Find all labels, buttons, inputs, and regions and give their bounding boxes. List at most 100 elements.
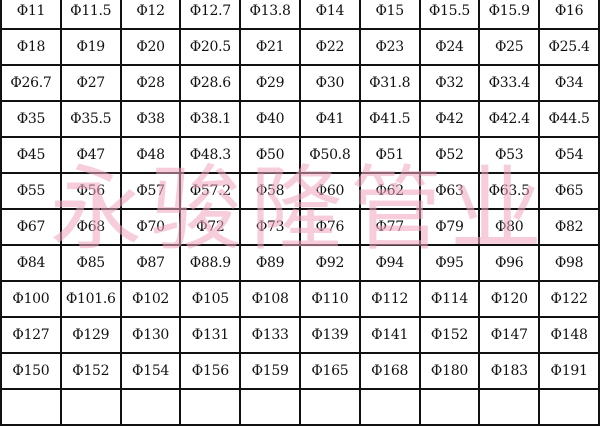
table-cell <box>59 388 122 426</box>
table-row: Φ127 Φ129 Φ130 Φ131 Φ133 Φ139 Φ141 Φ152 Φ147 Φ148 <box>0 316 600 354</box>
table-cell: Φ141 <box>358 316 421 354</box>
table-cell: Φ150 <box>0 352 62 390</box>
table-cell: Φ98 <box>538 244 600 282</box>
table-cell: Φ54 <box>538 136 600 174</box>
table-row: Φ11 Φ11.5 Φ12 Φ12.7 Φ13.8 Φ14 Φ15 Φ15.5 Φ15.9 Φ16 <box>0 0 600 30</box>
table-cell: Φ82 <box>538 208 600 246</box>
table-cell <box>538 388 600 426</box>
table-cell: Φ34 <box>538 64 600 102</box>
table-cell: Φ76 <box>298 208 361 246</box>
table-cell: Φ156 <box>179 352 242 390</box>
table-row-partial <box>0 388 600 426</box>
table-cell: Φ92 <box>298 244 361 282</box>
table-cell: Φ87 <box>119 244 182 282</box>
table-cell: Φ105 <box>179 280 242 318</box>
table-cell: Φ114 <box>418 280 481 318</box>
table-cell: Φ38.1 <box>179 100 242 138</box>
table-row: Φ35 Φ35.5 Φ38 Φ38.1 Φ40 Φ41 Φ41.5 Φ42 Φ42.4 Φ44.5 <box>0 100 600 138</box>
table-cell: Φ15.5 <box>418 0 481 30</box>
table-cell: Φ88.9 <box>179 244 242 282</box>
table-cell: Φ191 <box>538 352 600 390</box>
table-cell: Φ53 <box>478 136 541 174</box>
table-cell: Φ50.8 <box>298 136 361 174</box>
table-cell: Φ15.9 <box>478 0 541 30</box>
table-row: Φ67 Φ68 Φ70 Φ72 Φ73 Φ76 Φ77 Φ79 Φ80 Φ82 <box>0 208 600 246</box>
table-row: Φ26.7 Φ27 Φ28 Φ28.6 Φ29 Φ30 Φ31.8 Φ32 Φ33.4 Φ34 <box>0 64 600 102</box>
table-cell: Φ129 <box>59 316 122 354</box>
table-cell <box>239 388 301 426</box>
table-cell: Φ44.5 <box>538 100 600 138</box>
table-cell: Φ63.5 <box>478 172 541 210</box>
table-cell: Φ57.2 <box>179 172 242 210</box>
table-cell: Φ110 <box>298 280 361 318</box>
table-cell: Φ30 <box>298 64 361 102</box>
table-cell: Φ31.8 <box>358 64 421 102</box>
table-cell: Φ101.6 <box>59 280 122 318</box>
table-cell: Φ154 <box>119 352 182 390</box>
table-cell: Φ29 <box>239 64 301 102</box>
table-cell: Φ35 <box>0 100 62 138</box>
table-cell: Φ28.6 <box>179 64 242 102</box>
table-cell: Φ73 <box>239 208 301 246</box>
table-cell: Φ58 <box>239 172 301 210</box>
table-cell: Φ79 <box>418 208 481 246</box>
table-cell: Φ159 <box>239 352 301 390</box>
table-cell: Φ65 <box>538 172 600 210</box>
table-cell: Φ94 <box>358 244 421 282</box>
table-cell: Φ152 <box>418 316 481 354</box>
table-cell: Φ20 <box>119 28 182 66</box>
table-cell: Φ50 <box>239 136 301 174</box>
table-cell: Φ48 <box>119 136 182 174</box>
table-cell: Φ130 <box>119 316 182 354</box>
table-cell: Φ183 <box>478 352 541 390</box>
table-cell: Φ67 <box>0 208 62 246</box>
table-cell: Φ12.7 <box>179 0 242 30</box>
table-cell: Φ11.5 <box>59 0 122 30</box>
table-cell: Φ21 <box>239 28 301 66</box>
table-cell <box>418 388 481 426</box>
table-cell: Φ40 <box>239 100 301 138</box>
table-cell: Φ108 <box>239 280 301 318</box>
table-cell: Φ41.5 <box>358 100 421 138</box>
table-cell: Φ51 <box>358 136 421 174</box>
table-cell: Φ35.5 <box>59 100 122 138</box>
table-cell: Φ25 <box>478 28 541 66</box>
table-cell <box>179 388 242 426</box>
table-cell: Φ139 <box>298 316 361 354</box>
table-cell: Φ62 <box>358 172 421 210</box>
table-cell: Φ57 <box>119 172 182 210</box>
table-cell: Φ12 <box>119 0 182 30</box>
table-cell: Φ72 <box>179 208 242 246</box>
table-cell <box>119 388 182 426</box>
table-cell: Φ127 <box>0 316 62 354</box>
table-cell: Φ32 <box>418 64 481 102</box>
table-cell: Φ84 <box>0 244 62 282</box>
table-row: Φ18 Φ19 Φ20 Φ20.5 Φ21 Φ22 Φ23 Φ24 Φ25 Φ25.4 <box>0 28 600 66</box>
table-cell: Φ100 <box>0 280 62 318</box>
table-cell <box>358 388 421 426</box>
table-cell: Φ77 <box>358 208 421 246</box>
table-cell: Φ41 <box>298 100 361 138</box>
table-cell: Φ48.3 <box>179 136 242 174</box>
table-cell: Φ13.8 <box>239 0 301 30</box>
table-row: Φ100 Φ101.6 Φ102 Φ105 Φ108 Φ110 Φ112 Φ114 Φ120 Φ1… <box>0 280 600 318</box>
table-cell: Φ68 <box>59 208 122 246</box>
table-cell: Φ45 <box>0 136 62 174</box>
table-cell <box>478 388 541 426</box>
table-cell: Φ102 <box>119 280 182 318</box>
table-cell: Φ168 <box>358 352 421 390</box>
table-cell: Φ14 <box>298 0 361 30</box>
table-cell: Φ23 <box>358 28 421 66</box>
table-cell: Φ89 <box>239 244 301 282</box>
table-cell: Φ42.4 <box>478 100 541 138</box>
table-cell: Φ63 <box>418 172 481 210</box>
table-cell: Φ112 <box>358 280 421 318</box>
table-row: Φ150 Φ152 Φ154 Φ156 Φ159 Φ165 Φ168 Φ180 Φ183 Φ191 <box>0 352 600 390</box>
table-cell: Φ96 <box>478 244 541 282</box>
table-cell: Φ28 <box>119 64 182 102</box>
table-row: Φ45 Φ47 Φ48 Φ48.3 Φ50 Φ50.8 Φ51 Φ52 Φ53 Φ54 <box>0 136 600 174</box>
table-cell: Φ15 <box>358 0 421 30</box>
table-cell: Φ120 <box>478 280 541 318</box>
table-cell: Φ16 <box>538 0 600 30</box>
